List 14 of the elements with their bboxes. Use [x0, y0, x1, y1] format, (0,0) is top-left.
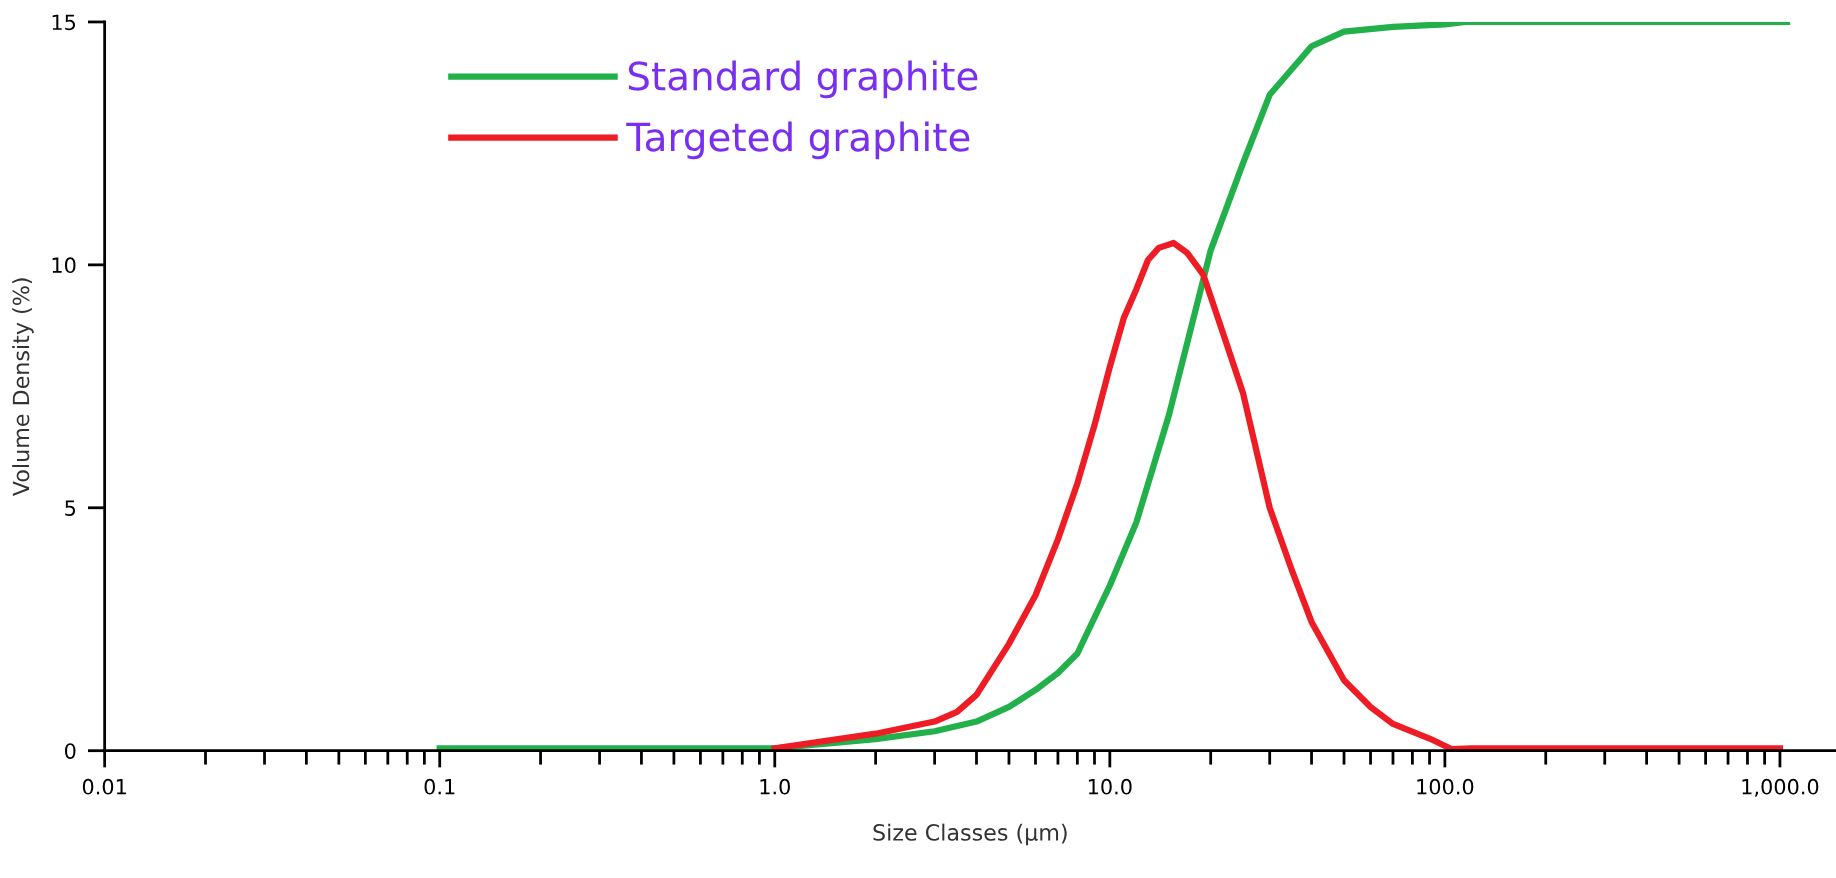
- x-tick-label: 10.0: [1088, 778, 1132, 795]
- legend-label: Standard graphite: [628, 60, 978, 99]
- x-tick-label: 0.1: [424, 778, 455, 795]
- x-tick-label: 100.0: [1417, 778, 1474, 795]
- x-tick-label: 0.01: [82, 778, 126, 795]
- y-tick-label: 10: [52, 257, 76, 274]
- y-tick-label: 0: [64, 743, 76, 759]
- y-axis-title: Volume Density (%): [12, 278, 34, 496]
- y-tick-label: 5: [65, 500, 76, 516]
- legend-label: Targeted graphite: [626, 121, 970, 160]
- x-axis-title: Size Classes (µm): [873, 823, 1067, 846]
- x-tick-label: 1.0: [760, 778, 790, 795]
- y-tick-label: 15: [52, 14, 76, 31]
- x-tick-label: 1,000.0: [1742, 778, 1819, 797]
